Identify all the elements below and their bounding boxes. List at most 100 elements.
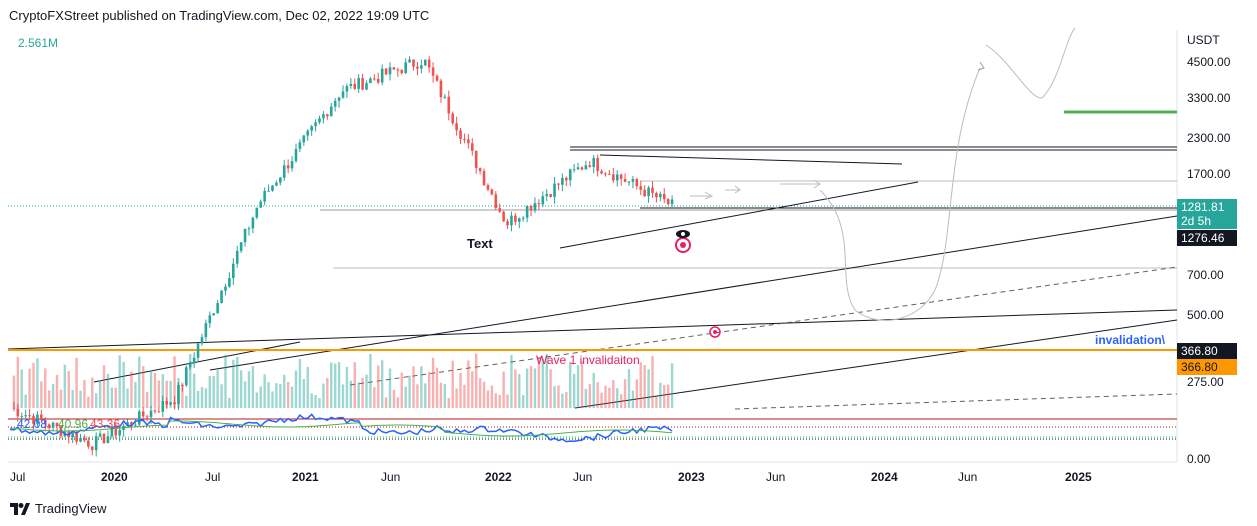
volume-bar (91, 377, 94, 408)
time-tick: Jun (958, 470, 978, 484)
candle-body (130, 422, 133, 426)
candle-body (169, 402, 172, 405)
volume-bar (467, 360, 470, 408)
volume-bar (345, 366, 349, 408)
trendline-long-1 (209, 215, 1178, 371)
candle-body (510, 215, 513, 226)
candle-body (498, 208, 502, 212)
candle-body (87, 440, 90, 447)
volume-bar (369, 353, 372, 408)
time-tick: Jul (205, 470, 221, 484)
volume-bar (592, 373, 595, 408)
volume-bar (349, 380, 353, 408)
candle-body (349, 83, 353, 87)
volume-bar (239, 370, 243, 408)
volume-bar (79, 390, 82, 408)
volume-bar (427, 371, 431, 408)
wave-annotation[interactable]: Wave 1 invalidaiton (536, 353, 640, 367)
invalidation-annotation[interactable]: invalidation\ (1095, 333, 1166, 347)
candle-body (337, 97, 341, 101)
volume-bar (502, 371, 505, 408)
volume-bar (153, 372, 157, 408)
volume-bar (435, 367, 439, 408)
rsi-ma-value: 40.96 (58, 417, 89, 431)
candle-body (643, 189, 646, 197)
candle-body (314, 122, 317, 127)
candle-body (341, 91, 345, 98)
volume-bar (204, 388, 208, 408)
volume-bar (510, 355, 513, 408)
volume-bar (361, 377, 364, 408)
volume-bar (341, 384, 345, 408)
time-tick: 2023 (678, 470, 705, 484)
tradingview-logo-icon (10, 502, 30, 515)
candle-body (470, 143, 474, 151)
candle-body (306, 130, 310, 136)
candle-body (447, 96, 451, 114)
trendline-long-2 (7, 309, 1178, 350)
candle-body (134, 424, 137, 426)
volume-bar (643, 365, 646, 408)
volume-bar (138, 356, 141, 408)
tradingview-footer[interactable]: TradingView (10, 501, 107, 516)
volume-bar (659, 382, 662, 408)
candle-body (110, 427, 114, 437)
volume-bar (455, 388, 458, 408)
candle-body (200, 337, 204, 344)
candle-body (153, 410, 157, 412)
candle-body (173, 402, 176, 405)
volume-bar (486, 390, 490, 408)
text-annotation[interactable]: Text (467, 236, 493, 251)
candle-body (373, 78, 376, 80)
volume-bar (494, 393, 497, 408)
volume-bar (596, 382, 599, 408)
volume-bar (471, 371, 474, 408)
volume-bar (51, 383, 55, 408)
candle-body (326, 114, 329, 117)
candle-body (455, 123, 458, 131)
candle-body (635, 178, 639, 187)
candle-body (204, 323, 208, 338)
candle-body (145, 416, 149, 418)
volume-bar (604, 385, 607, 408)
volume-bar (189, 354, 192, 408)
candle-body (51, 422, 55, 428)
candle-body (584, 165, 588, 170)
volume-bar (404, 386, 407, 408)
candle-body (380, 68, 384, 83)
candle-body (329, 106, 333, 117)
volume-bar (55, 374, 59, 408)
volume-bar (216, 370, 219, 408)
volume-bar (102, 365, 106, 408)
candle-body (439, 80, 443, 98)
candle-body (216, 303, 219, 314)
candle-body (318, 118, 321, 123)
volume-bar (475, 353, 478, 408)
volume-bar (75, 357, 78, 408)
time-tick: 2021 (292, 470, 319, 484)
candle-body (302, 135, 306, 143)
candle-body (251, 217, 255, 229)
countdown-badge: 2d 5h (1177, 213, 1237, 229)
candle-body (592, 157, 596, 167)
volume-bar (420, 366, 423, 408)
volume-bar (192, 373, 196, 408)
candle-body (459, 130, 462, 139)
candle-body (75, 432, 78, 442)
candle-body (568, 169, 572, 181)
candle-body (416, 66, 419, 69)
volume-bar (459, 372, 462, 408)
price-tick: 2300.00 (1187, 131, 1231, 145)
candle-body (333, 100, 337, 107)
volume-bar (337, 362, 341, 408)
volume-bar (283, 374, 286, 408)
publisher-header: CryptoFXStreet published on TradingView.… (9, 8, 430, 23)
price-tick: 500.00 (1187, 308, 1224, 322)
volume-bar (59, 389, 63, 408)
volume-bar (71, 389, 74, 408)
volume-bar (584, 388, 588, 408)
candle-body (28, 415, 31, 417)
volume-bar (572, 373, 576, 408)
volume-bar (498, 394, 501, 408)
